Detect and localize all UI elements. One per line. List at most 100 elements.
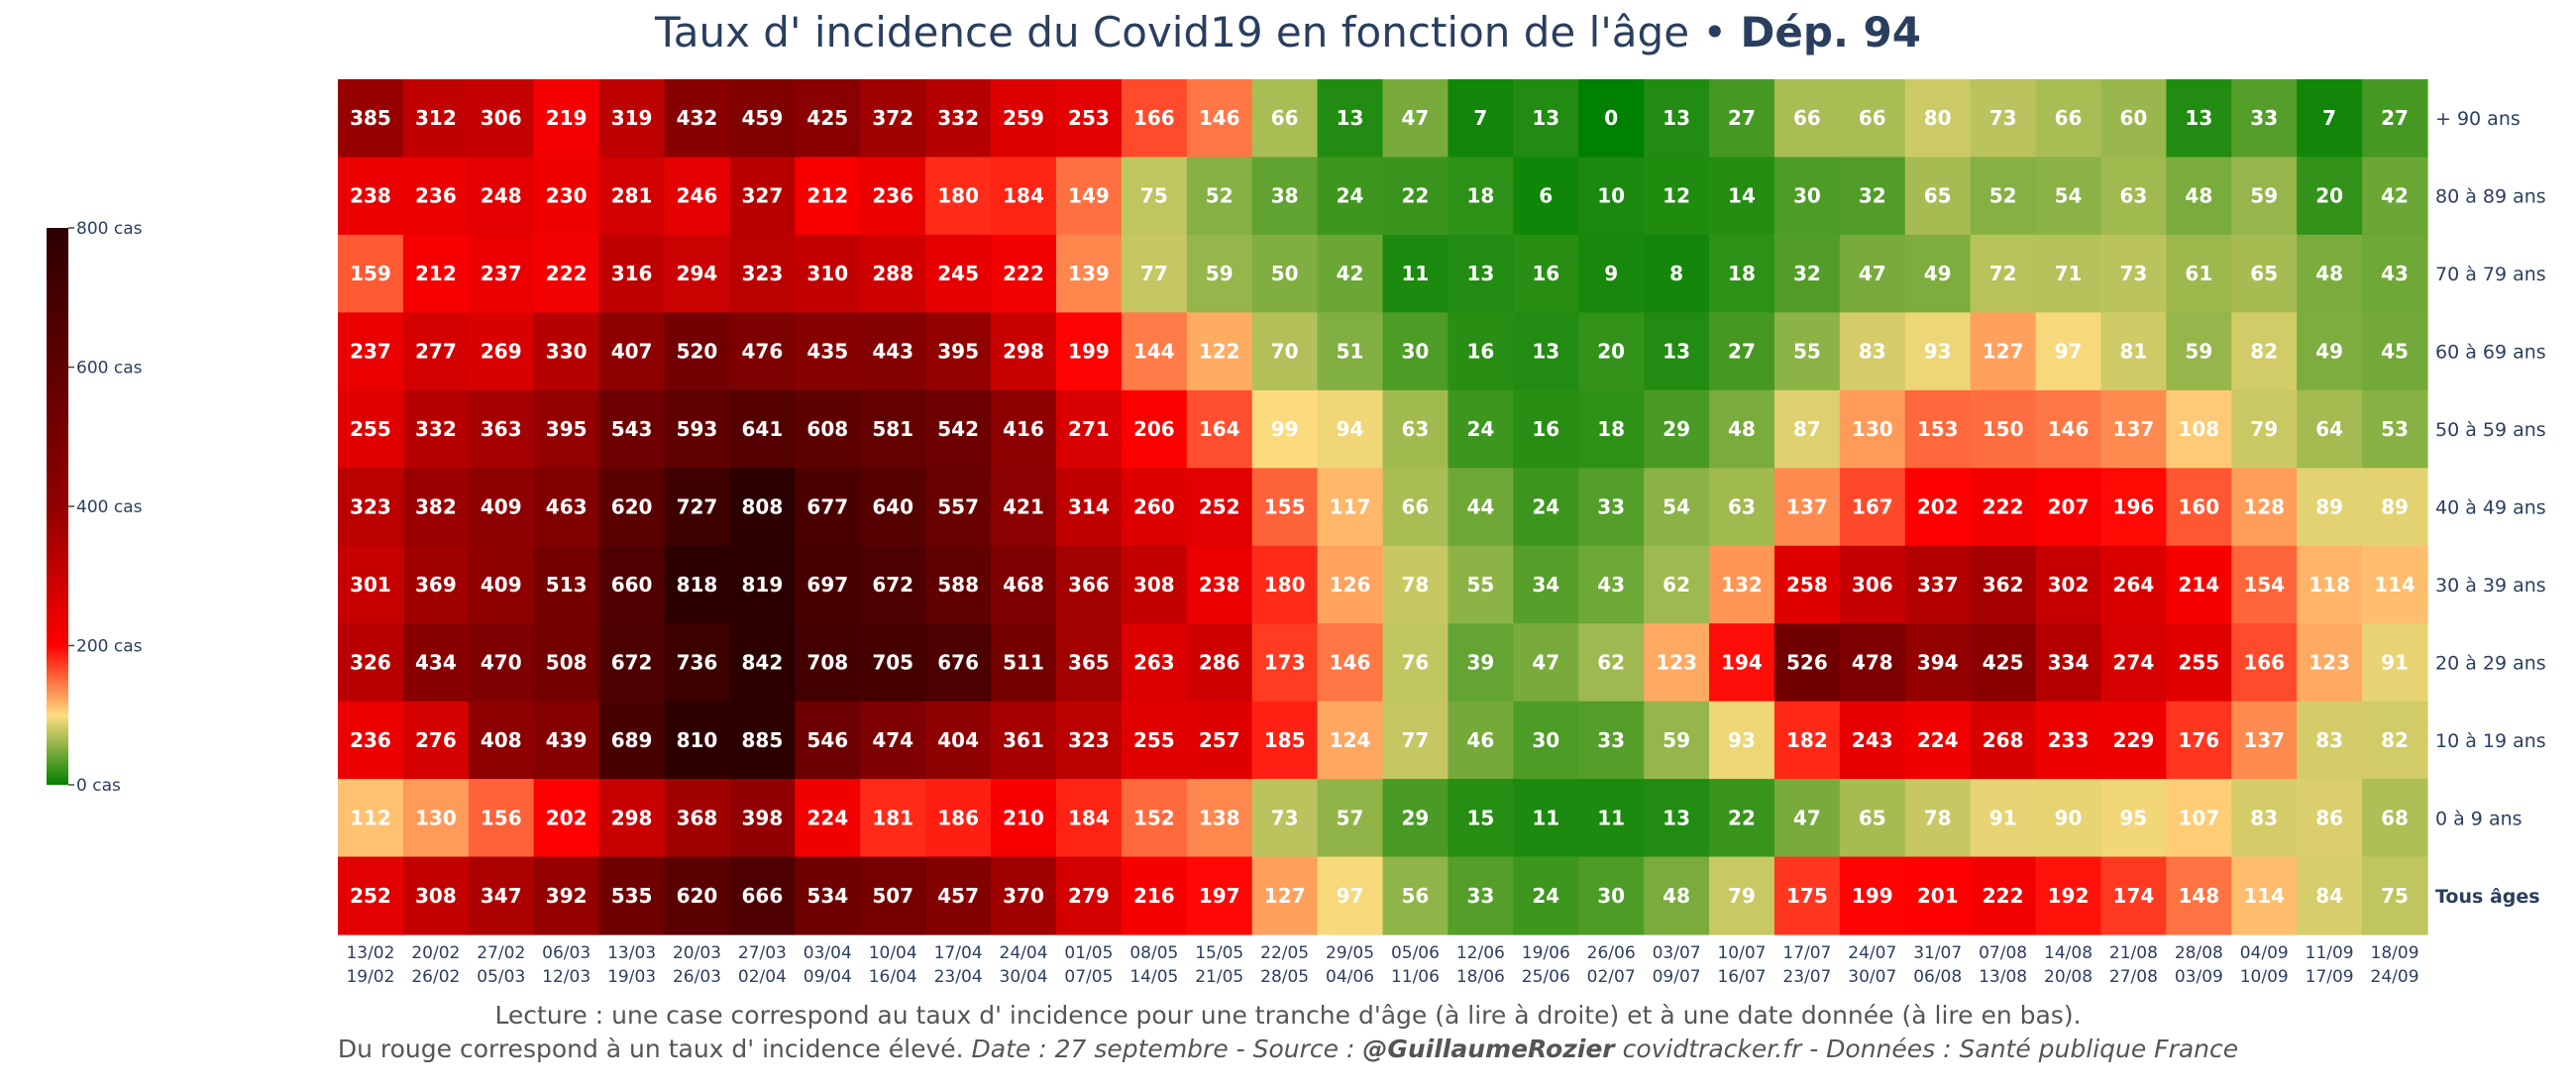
cell-value-label: 513 (546, 573, 588, 597)
heatmap-cell (2231, 234, 2298, 313)
cell-value-label: 94 (1337, 417, 1364, 441)
heatmap-cell (860, 545, 926, 624)
row-label: 30 à 39 ans (2435, 575, 2546, 597)
cell-value-label: 238 (350, 184, 391, 208)
cell-value-label: 184 (1003, 184, 1044, 208)
cell-value-label: 697 (806, 573, 848, 597)
column-label: 12/06 (1456, 943, 1505, 963)
cell-value-label: 314 (1068, 495, 1110, 519)
cell-value-label: 53 (2381, 417, 2409, 441)
heatmap-cell (1055, 389, 1123, 469)
column-label: 03/07 (1653, 943, 1701, 963)
heatmap-cell (1055, 234, 1123, 313)
column-label: 02/07 (1587, 967, 1636, 987)
cell-value-label: 327 (742, 184, 784, 208)
heatmap-cell (729, 545, 796, 624)
heatmap-cell (664, 389, 731, 469)
heatmap-cell (533, 701, 600, 780)
cell-value-label: 22 (1728, 806, 1756, 829)
heatmap-cell (1317, 389, 1384, 469)
cell-value-label: 16 (1532, 417, 1559, 441)
cell-value-label: 181 (872, 806, 913, 829)
cell-value-label: 108 (2178, 417, 2219, 441)
heatmap-cell (1578, 234, 1645, 313)
cell-value-label: 197 (1199, 884, 1240, 908)
heatmap-cell (338, 779, 404, 858)
cell-value-label: 11 (1532, 806, 1559, 829)
cell-value-label: 7 (1473, 106, 1487, 130)
cell-value-label: 18 (1728, 262, 1756, 285)
heatmap-cell (1839, 856, 1906, 935)
heatmap-cell (925, 234, 992, 313)
cell-value-label: 362 (1983, 573, 2024, 597)
cell-value-label: 155 (1264, 495, 1306, 519)
heatmap-cell (991, 234, 1057, 313)
heatmap-cell (1970, 623, 2037, 703)
heatmap-cell (795, 234, 861, 313)
heatmap-cell (1251, 79, 1319, 159)
cell-value-label: 72 (1989, 262, 2017, 285)
heatmap-cell (1055, 701, 1123, 780)
cell-value-label: 20 (1597, 340, 1625, 364)
heatmap-cell (338, 389, 404, 469)
column-label: 10/09 (2240, 967, 2289, 987)
cell-value-label: 112 (350, 806, 391, 829)
cell-value-label: 620 (611, 495, 653, 519)
heatmap-cell (1186, 545, 1253, 624)
heatmap-cell (1055, 312, 1123, 391)
cell-value-label: 86 (2315, 806, 2343, 829)
heatmap-cell (2362, 389, 2428, 469)
cell-value-label: 199 (1068, 340, 1110, 364)
cell-value-label: 97 (2055, 340, 2083, 364)
column-label: 25/06 (1522, 967, 1570, 987)
cell-value-label: 210 (1003, 806, 1044, 829)
cell-value-label: 312 (415, 106, 457, 130)
cell-value-label: 641 (742, 417, 784, 441)
heatmap-cell (1644, 545, 1710, 624)
column-label: 17/04 (934, 943, 983, 963)
cell-value-label: 127 (1264, 884, 1306, 908)
column-labels: 13/02 19/02 20/02 26/02 27/02 05/03 06/03 12/03… (346, 943, 2418, 987)
cell-value-label: 421 (1003, 495, 1044, 519)
cell-value-label: 207 (2048, 495, 2090, 519)
cell-value-label: 87 (1793, 417, 1821, 441)
cell-value-label: 180 (1264, 573, 1306, 597)
cell-value-label: 50 (1271, 262, 1299, 285)
column-label: 27/02 (477, 943, 525, 963)
heatmap-cell (991, 701, 1057, 780)
heatmap-cell (795, 79, 861, 159)
cell-value-label: 38 (1271, 184, 1299, 208)
footer-line2-end: covidtracker.fr - Données : Santé publiq… (1614, 1035, 2239, 1063)
heatmap-cell (2166, 545, 2232, 624)
cell-value-label: 535 (611, 884, 653, 908)
heatmap-cell (2100, 79, 2167, 159)
heatmap-cell (338, 234, 404, 313)
heatmap-cell (402, 157, 470, 236)
heatmap-cell (2166, 389, 2232, 469)
heatmap-cell (1578, 468, 1645, 547)
heatmap-cell (1904, 468, 1972, 547)
heatmap-cell (1839, 545, 1906, 624)
heatmap-cell (1513, 79, 1579, 159)
cell-value-label: 32 (1859, 184, 1886, 208)
heatmap-cell (1251, 389, 1319, 469)
heatmap-cell (533, 545, 600, 624)
heatmap-cell (729, 856, 796, 935)
cell-value-label: 146 (1199, 106, 1240, 130)
heatmap-cell (860, 389, 926, 469)
column-label: 13/08 (1979, 967, 2027, 987)
cell-value-label: 326 (350, 650, 391, 674)
heatmap-cell (2231, 79, 2298, 159)
cell-value-label: 83 (1859, 340, 1886, 364)
cell-value-label: 276 (415, 728, 457, 752)
column-label: 17/09 (2306, 967, 2354, 987)
heatmap-cell (1382, 779, 1449, 858)
heatmap-cell (2231, 701, 2298, 780)
heatmap-cell (1709, 779, 1775, 858)
cell-value-label: 54 (2055, 184, 2083, 208)
heatmap-cell (2231, 856, 2298, 935)
cell-value-label: 45 (2381, 340, 2409, 364)
heatmap-cell (1513, 545, 1579, 624)
heatmap-cell (598, 234, 666, 313)
cell-value-label: 13 (1466, 262, 1494, 285)
